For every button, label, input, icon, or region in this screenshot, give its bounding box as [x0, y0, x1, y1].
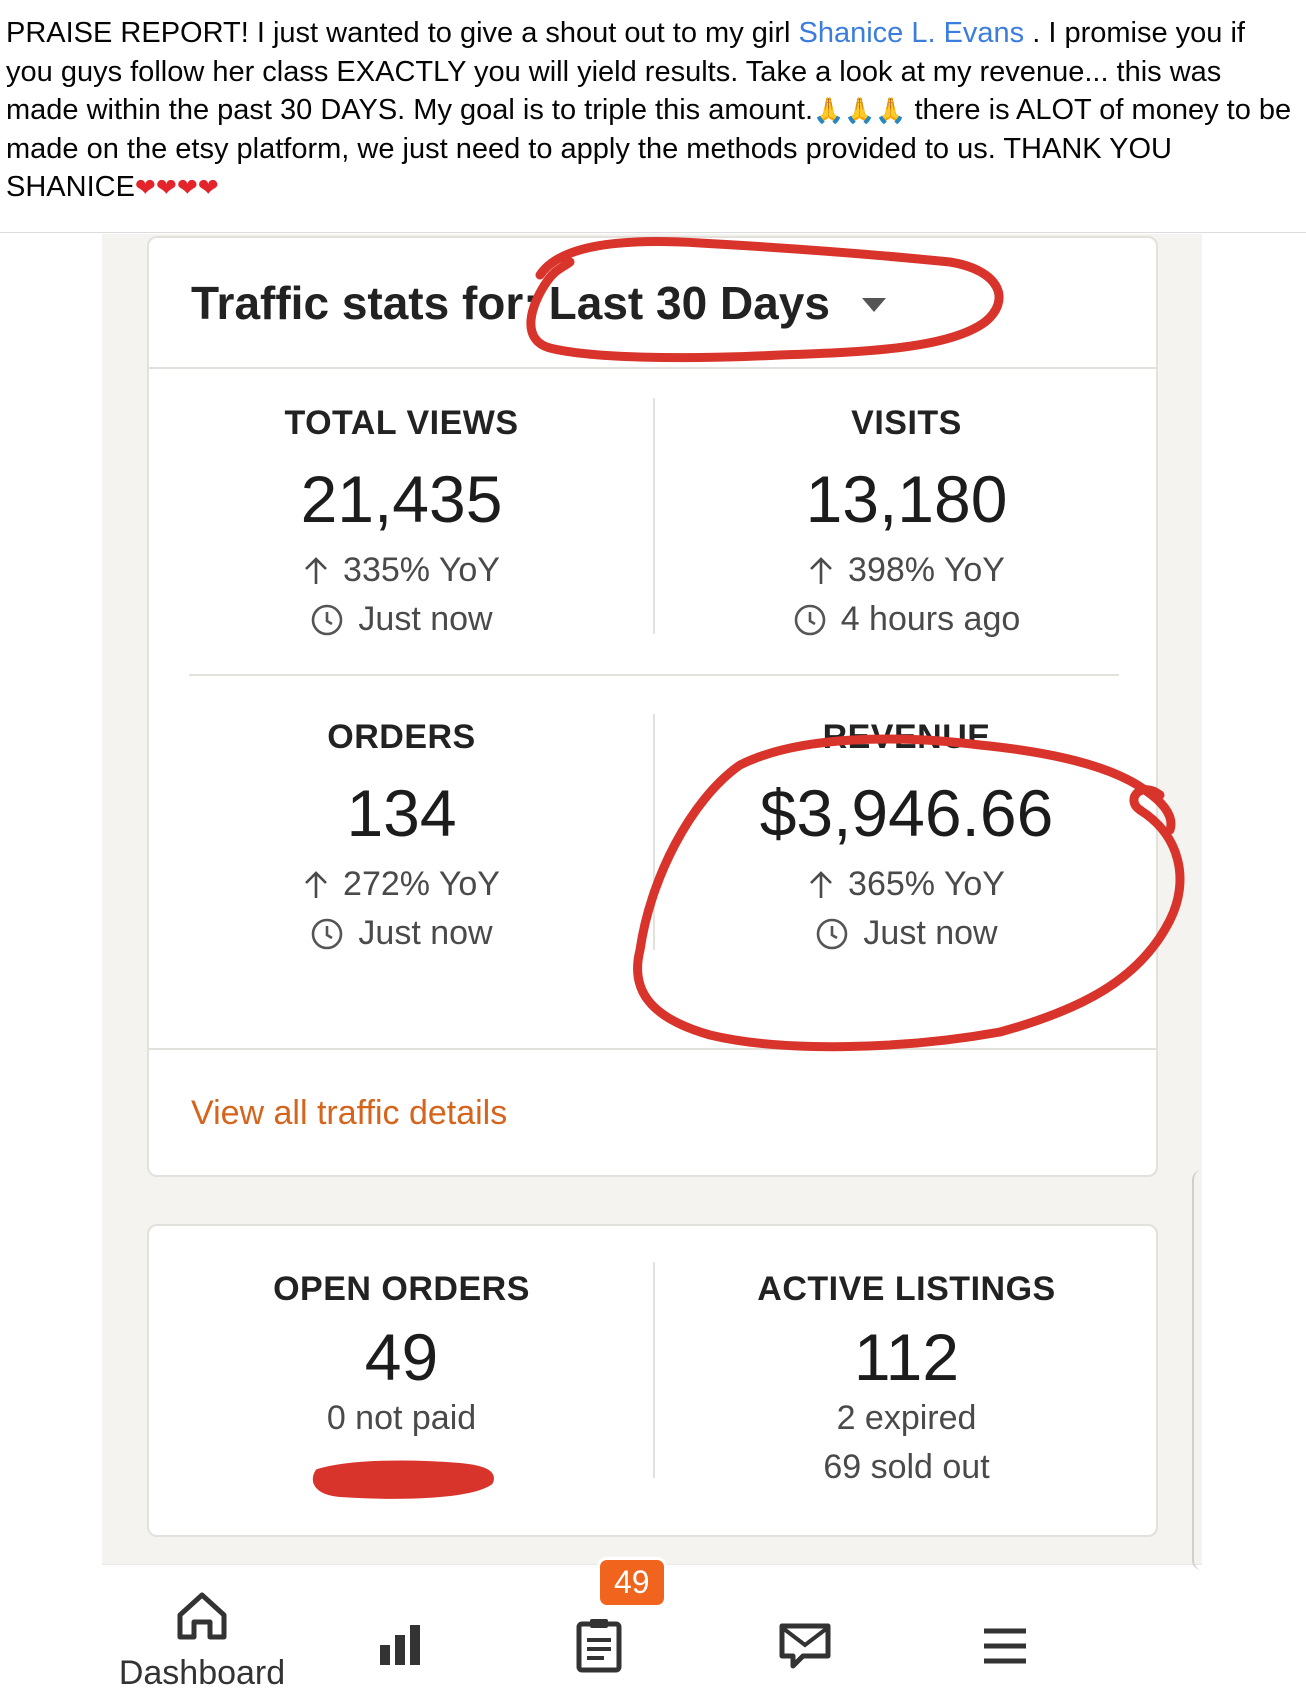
stat-sub: 0 not paid [326, 1399, 477, 1437]
column-divider [653, 1262, 655, 1478]
nav-dashboard[interactable]: Dashboard [102, 1589, 302, 1693]
heart-emojis: ❤❤❤❤ [134, 174, 219, 202]
nav-dashboard-label: Dashboard [118, 1654, 286, 1692]
stat-updated-text: 4 hours ago [840, 600, 1021, 638]
stat-change-text: 365% YoY [848, 865, 1005, 903]
home-icon [174, 1589, 230, 1648]
stat-label: TOTAL VIEWS [284, 404, 519, 442]
stat-change: 335% YoY [149, 551, 654, 590]
post-text-part-1: PRAISE REPORT! I just wanted to give a s… [6, 17, 799, 49]
shop-summary-card: OPEN ORDERS 49 0 not paid ACTIVE LISTING… [147, 1224, 1158, 1537]
post-text-part-2: . I promise you if you guys follow her c… [6, 17, 1245, 126]
stat-active-listings[interactable]: ACTIVE LISTINGS 112 2 expired 69 sold ou… [654, 1270, 1159, 1487]
stat-change: 365% YoY [654, 865, 1159, 904]
view-all-traffic-link[interactable]: View all traffic details [149, 1048, 1156, 1177]
stat-label: REVENUE [822, 718, 991, 756]
stat-label: ORDERS [327, 718, 476, 756]
arrow-up-icon [303, 870, 329, 900]
bottom-nav: Dashboard 49 [102, 1557, 1202, 1700]
menu-icon [982, 1627, 1028, 1670]
nav-orders[interactable] [576, 1617, 622, 1678]
arrow-up-icon [808, 556, 834, 586]
orders-count-badge: 49 [597, 1557, 667, 1608]
traffic-stats-header[interactable]: Traffic stats for: Last 30 Days [149, 238, 1156, 369]
stat-label: VISITS [851, 404, 962, 442]
stat-visits: VISITS 13,180 398% YoY 4 hours ago [654, 404, 1159, 639]
stat-updated-text: Just now [358, 600, 493, 638]
stat-label: ACTIVE LISTINGS [757, 1270, 1056, 1308]
stat-label: OPEN ORDERS [273, 1270, 530, 1308]
stat-value: 13,180 [805, 462, 1008, 536]
post-text-part-3: there is ALOT of money to be made on the… [6, 94, 1292, 203]
post-divider [0, 232, 1306, 233]
chevron-down-icon[interactable] [861, 297, 886, 312]
stat-change: 398% YoY [654, 551, 1159, 590]
stat-updated: Just now [149, 600, 654, 639]
stat-updated-text: Just now [863, 914, 998, 952]
stat-value: 134 [346, 776, 457, 850]
stat-value: 21,435 [300, 462, 503, 536]
stat-sub: 2 expired [836, 1399, 977, 1437]
stat-change-text: 335% YoY [343, 551, 500, 589]
mention-link[interactable]: Shanice L. Evans [798, 17, 1025, 49]
traffic-stats-card: Traffic stats for: Last 30 Days TOTAL VI… [147, 236, 1158, 1177]
nav-messages[interactable] [779, 1623, 831, 1674]
stat-updated-text: Just now [358, 914, 493, 952]
scrollbar[interactable] [1192, 1170, 1206, 1570]
clock-icon [310, 603, 344, 637]
stats-icon [378, 1623, 422, 1672]
row-divider [189, 674, 1119, 676]
traffic-stats-heading: Traffic stats for: [191, 276, 539, 329]
stat-value: 112 [853, 1320, 960, 1394]
arrow-up-icon [808, 870, 834, 900]
date-range-select[interactable]: Last 30 Days [548, 276, 830, 329]
etsy-dashboard-screenshot: Traffic stats for: Last 30 Days TOTAL VI… [102, 234, 1202, 1700]
nav-stats[interactable] [378, 1623, 422, 1672]
pray-emojis: 🙏🙏🙏 [813, 97, 907, 125]
stat-updated: Just now [149, 914, 654, 953]
stat-value: $3,946.66 [759, 776, 1054, 850]
nav-menu[interactable] [982, 1627, 1028, 1670]
orders-icon [576, 1617, 622, 1678]
clock-icon [793, 603, 827, 637]
stat-value: 49 [364, 1320, 439, 1394]
arrow-up-icon [303, 556, 329, 586]
clock-icon [310, 917, 344, 951]
clock-icon [815, 917, 849, 951]
stat-sub: 69 sold out [823, 1448, 990, 1486]
stat-change: 272% YoY [149, 865, 654, 904]
stat-change-text: 398% YoY [848, 551, 1005, 589]
stat-orders: ORDERS 134 272% YoY Just now [149, 718, 654, 953]
column-divider [653, 398, 655, 634]
stat-change-text: 272% YoY [343, 865, 500, 903]
stat-revenue: REVENUE $3,946.66 365% YoY Just now [654, 718, 1159, 953]
stat-updated: Just now [654, 914, 1159, 953]
stat-total-views: TOTAL VIEWS 21,435 335% YoY Just now [149, 404, 654, 639]
stat-open-orders[interactable]: OPEN ORDERS 49 0 not paid [149, 1270, 654, 1438]
post-text: PRAISE REPORT! I just wanted to give a s… [6, 14, 1296, 207]
stat-updated: 4 hours ago [654, 600, 1159, 639]
column-divider [653, 714, 655, 950]
messages-icon [779, 1623, 831, 1674]
